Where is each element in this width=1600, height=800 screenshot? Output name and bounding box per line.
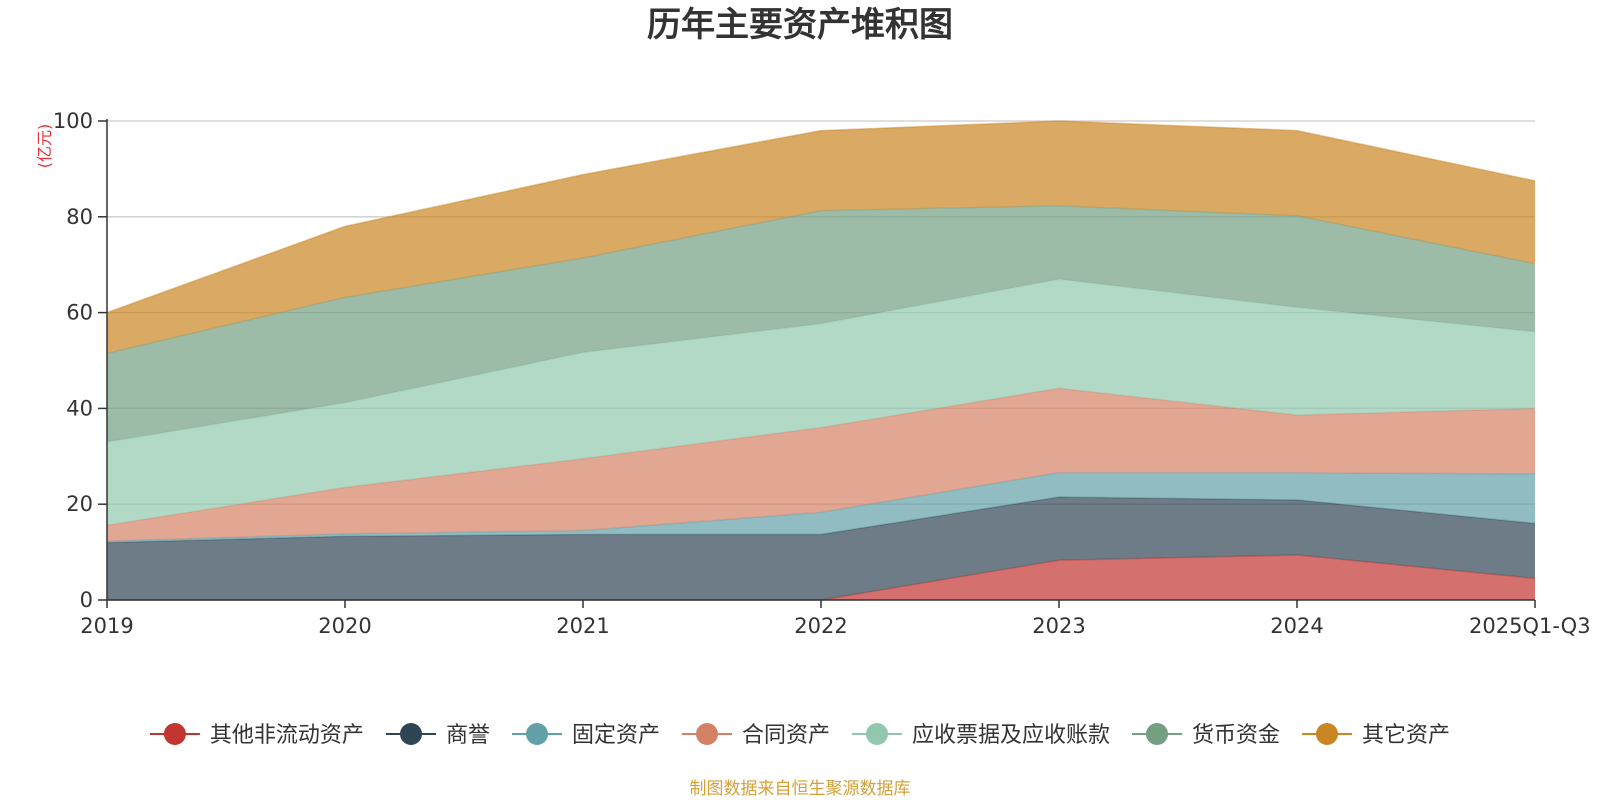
legend-marker-5 — [1146, 723, 1168, 745]
axes — [98, 119, 1536, 608]
legend-item-6[interactable]: 其它资产 — [1302, 723, 1450, 748]
area-series-group — [106, 120, 1536, 601]
x-tick-label-3: 2022 — [794, 614, 847, 638]
legend-label-5: 货币资金 — [1192, 723, 1280, 748]
legend-label-1: 商誉 — [446, 723, 490, 748]
legend-item-0[interactable]: 其他非流动资产 — [149, 723, 364, 748]
area-4 — [107, 279, 1535, 526]
legend-item-3[interactable]: 合同资产 — [682, 723, 830, 748]
legend-marker-4 — [866, 723, 888, 745]
y-tick-label-0: 0 — [80, 588, 93, 612]
x-tick-label-5: 2024 — [1270, 614, 1323, 638]
x-tick-label-0: 2019 — [80, 614, 133, 638]
source-note: 制图数据来自恒生聚源数据库 — [690, 779, 911, 799]
area-6 — [107, 121, 1535, 354]
legend-item-2[interactable]: 固定资产 — [512, 723, 660, 748]
legend-item-4[interactable]: 应收票据及应收账款 — [852, 723, 1110, 748]
legend-item-5[interactable]: 货币资金 — [1132, 723, 1280, 748]
legend-label-3: 合同资产 — [742, 723, 830, 748]
area-5 — [107, 205, 1535, 442]
legend-label-6: 其它资产 — [1362, 723, 1450, 748]
x-axis-tick-labels: 2019 2020 2021 2022 2023 2024 2025Q1-Q3 — [80, 614, 1590, 638]
y-tick-label-80: 80 — [66, 205, 93, 229]
y-axis-tick-labels: 0 20 40 60 80 100 — [53, 109, 93, 612]
area-0 — [107, 555, 1535, 600]
legend-label-0: 其他非流动资产 — [210, 723, 364, 748]
legend-marker-6 — [1316, 723, 1338, 745]
legend-marker-2 — [526, 723, 548, 745]
x-tick-label-6: 2025Q1-Q3 — [1469, 614, 1591, 638]
y-axis-unit-label: (亿元) — [35, 124, 54, 169]
x-tick-label-2: 2021 — [556, 614, 609, 638]
legend-item-1[interactable]: 商誉 — [386, 723, 490, 748]
x-tick-label-4: 2023 — [1032, 614, 1085, 638]
area-2 — [107, 472, 1535, 543]
chart-title: 历年主要资产堆积图 — [647, 5, 953, 45]
area-1 — [107, 497, 1535, 600]
y-tick-label-60: 60 — [66, 301, 93, 325]
legend-label-4: 应收票据及应收账款 — [912, 723, 1110, 748]
legend-marker-0 — [163, 723, 186, 745]
legend: 其他非流动资产 商誉 固定资产 合同资产 应收票据及应收账款 货币资金 其它资产 — [149, 723, 1450, 748]
area-3 — [107, 388, 1535, 542]
legend-marker-3 — [696, 723, 718, 745]
area-line-6 — [106, 120, 1536, 314]
legend-marker-1 — [400, 723, 422, 745]
legend-label-2: 固定资产 — [572, 723, 660, 748]
y-tick-label-100: 100 — [53, 109, 93, 133]
y-tick-label-20: 20 — [66, 492, 93, 516]
x-tick-label-1: 2020 — [318, 614, 371, 638]
y-tick-label-40: 40 — [66, 396, 93, 420]
